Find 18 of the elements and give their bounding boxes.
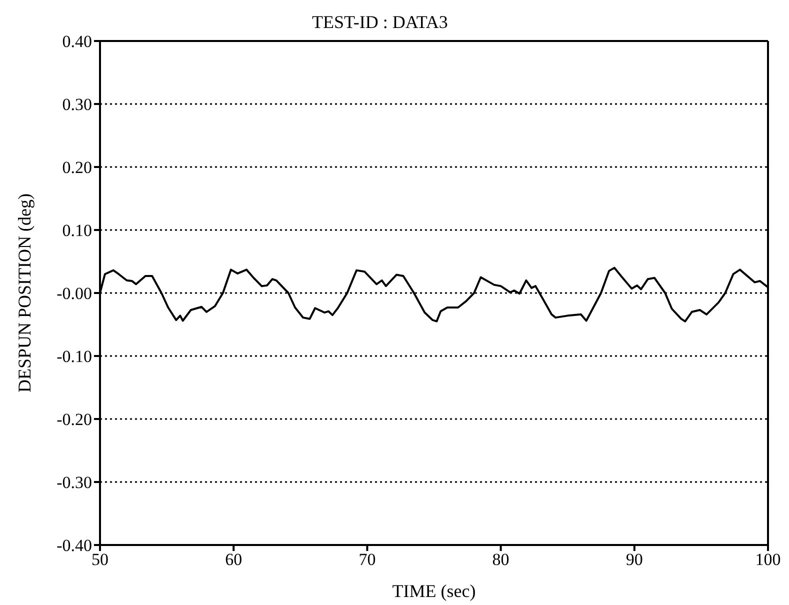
x-tick-label: 80 xyxy=(492,550,510,570)
y-tick-label: -0.20 xyxy=(56,410,92,430)
y-tick-label: 0.40 xyxy=(62,32,92,52)
x-tick-label: 90 xyxy=(626,550,643,570)
y-tick-label: -0.30 xyxy=(56,473,92,492)
x-tick-label: 50 xyxy=(92,550,108,570)
y-tick-label: -0.00 xyxy=(56,284,92,304)
y-tick-label: 0.10 xyxy=(62,221,92,240)
chart-title: TEST-ID : DATA3 xyxy=(312,12,448,32)
y-axis-title: DESPUN POSITION (deg) xyxy=(14,194,34,392)
x-tick-label: 70 xyxy=(358,550,376,570)
y-tick-label: -0.40 xyxy=(56,536,92,556)
x-axis-title: TIME (sec) xyxy=(392,581,476,601)
y-tick-label: 0.30 xyxy=(62,95,92,114)
x-tick-label: 100 xyxy=(755,550,781,570)
y-tick-label: 0.20 xyxy=(62,158,92,178)
y-tick-label: -0.10 xyxy=(56,347,92,366)
x-tick-label: 60 xyxy=(225,550,242,570)
